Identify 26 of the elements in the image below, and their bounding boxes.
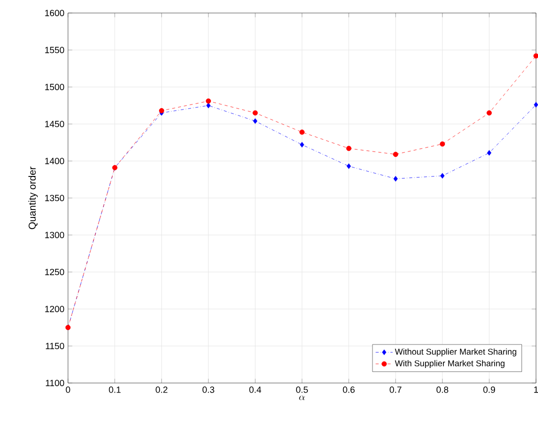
x-tick-label: 0.3 bbox=[202, 386, 214, 393]
x-tick-label: 0.9 bbox=[483, 386, 496, 393]
y-tick-label: 1550 bbox=[45, 46, 64, 54]
x-tick-label: 0.5 bbox=[296, 386, 308, 393]
y-tick-label: 1100 bbox=[46, 380, 64, 386]
x-tick-label: 1 bbox=[534, 386, 538, 393]
x-tick-label: 0.1 bbox=[108, 386, 121, 393]
y-tick-label: 1400 bbox=[45, 158, 64, 164]
x-tick-label: 0.4 bbox=[249, 386, 262, 393]
legend-label: Without Supplier Market Sharing bbox=[394, 348, 516, 356]
y-tick-label: 1350 bbox=[45, 194, 64, 202]
y-tick-label: 1150 bbox=[46, 342, 64, 350]
legend-label: With Supplier Market Sharing bbox=[394, 360, 504, 368]
y-tick-label: 1500 bbox=[45, 84, 64, 90]
x-tick-label: 0.8 bbox=[436, 386, 448, 393]
y-tick-label: 1600 bbox=[45, 10, 64, 16]
x-tick-label: 0.2 bbox=[156, 386, 168, 393]
y-tick-label: 1300 bbox=[45, 232, 64, 238]
x-tick-label: 0.7 bbox=[390, 386, 402, 393]
y-tick-label: 1200 bbox=[45, 306, 64, 312]
x-tick-label: 0 bbox=[66, 386, 70, 393]
x-axis-title: $\alpha$ bbox=[299, 396, 305, 400]
y-axis-title: Quantity order bbox=[28, 166, 38, 230]
x-tick-label: 0.6 bbox=[342, 386, 355, 393]
y-tick-label: 1250 bbox=[45, 268, 64, 276]
y-tick-label: 1450 bbox=[45, 120, 64, 128]
